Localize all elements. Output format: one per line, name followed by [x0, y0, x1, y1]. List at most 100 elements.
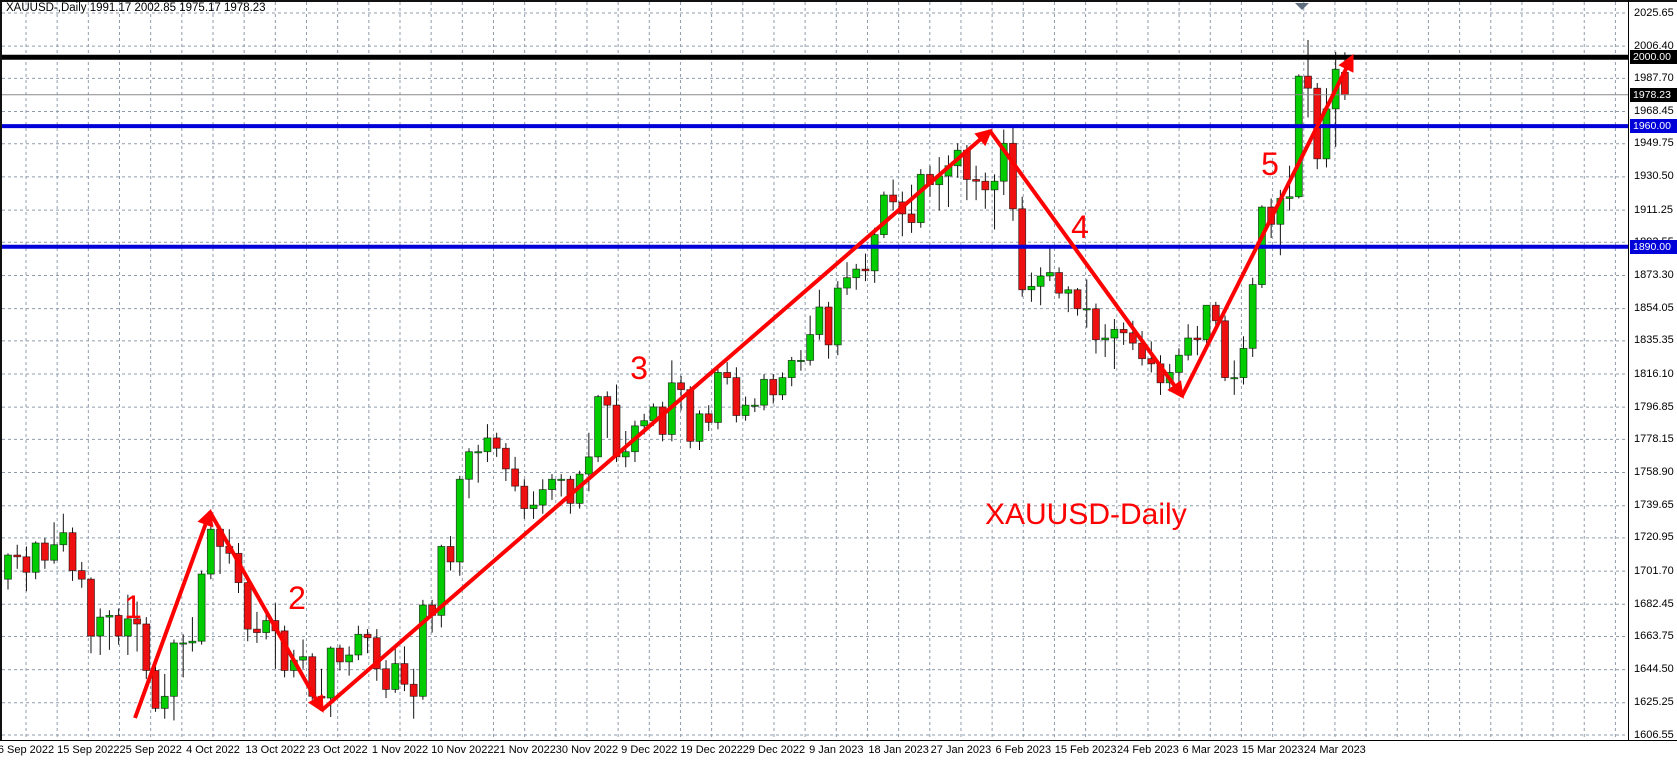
wave-label-1: 1: [124, 589, 142, 625]
price-axis-label: 1911.25: [1634, 203, 1673, 216]
candle-bear: [889, 194, 898, 203]
candle-bull: [197, 573, 206, 642]
candle-bear: [612, 404, 621, 458]
candle-bull: [160, 695, 169, 709]
candle-bull: [1248, 284, 1257, 349]
wave-segment-1[interactable]: [133, 508, 214, 719]
candle-bull: [760, 378, 768, 406]
candle-bear: [824, 306, 833, 346]
candle-bear: [1221, 320, 1229, 379]
candle-bull: [594, 396, 602, 458]
candle-bull: [1110, 328, 1119, 339]
wave-segment-2[interactable]: [208, 511, 324, 713]
candle-bull: [1230, 377, 1239, 380]
candle-bull: [797, 359, 805, 362]
candle-bull: [750, 404, 759, 407]
price-axis-separator: [1628, 0, 1629, 741]
candle-bull: [870, 234, 879, 272]
chart-shift-marker[interactable]: [1295, 3, 1309, 10]
price-axis-label: 1720.95: [1634, 531, 1674, 544]
window-top-border: [0, 0, 1677, 2]
candle-bull: [96, 616, 105, 637]
date-axis-label: 6 Sep 2022: [0, 744, 55, 756]
candle-bull: [741, 404, 750, 416]
price-axis-label: 1796.85: [1634, 400, 1674, 413]
candle-bull: [50, 544, 58, 561]
candle-bull: [354, 633, 363, 656]
candle-bear: [13, 554, 22, 558]
date-axis-label: 15 Mar 2023: [1241, 744, 1304, 756]
candle-bear: [972, 179, 980, 182]
candle-bear: [769, 378, 778, 396]
candle-bear: [603, 396, 612, 406]
candle-bull: [1175, 354, 1183, 373]
candle-bear: [1055, 272, 1063, 294]
date-axis-label: 24 Feb 2023: [1117, 744, 1179, 756]
candle-bear: [446, 546, 455, 563]
candle-bull: [465, 451, 473, 480]
candle-bear: [336, 647, 344, 663]
date-axis-label: 19 Dec 2022: [680, 744, 743, 756]
candle-bear: [40, 542, 49, 561]
wave-segment-5[interactable]: [1180, 53, 1354, 397]
candle-bear: [907, 213, 916, 223]
candle-bear: [142, 623, 151, 671]
candle-bear: [1018, 208, 1027, 291]
candle-bull: [1036, 275, 1045, 287]
candle-bear: [677, 382, 685, 391]
candle-bear: [22, 556, 31, 573]
price-badge-1960.00: 1960.00: [1630, 119, 1677, 134]
candle-bull: [4, 554, 12, 580]
candle-bull: [1082, 308, 1091, 311]
price-axis-label: 1625.25: [1634, 696, 1674, 709]
candle-bull: [548, 478, 556, 490]
price-axis-label: 1739.65: [1634, 499, 1674, 512]
candle-bull: [557, 478, 566, 481]
candle-bull: [391, 663, 400, 690]
candle-bear: [87, 578, 95, 637]
wave-label-5: 5: [1261, 146, 1279, 182]
wave-label-4: 4: [1071, 209, 1089, 245]
candle-bull: [806, 334, 815, 361]
price-axis-label: 1968.45: [1634, 105, 1674, 118]
candle-bear: [1193, 337, 1202, 341]
candle-bear: [1009, 142, 1017, 210]
price-axis-label: 2006.40: [1634, 39, 1674, 52]
candle-bull: [483, 437, 492, 453]
watermark-text: XAUUSD-Daily: [985, 498, 1187, 531]
candle-bull: [1184, 337, 1193, 356]
candle-bull: [188, 640, 197, 644]
candle-bull: [170, 642, 178, 697]
candle-bear: [1304, 75, 1312, 89]
candle-bear: [77, 570, 86, 580]
price-badge-1890.00: 1890.00: [1630, 239, 1677, 254]
candle-bull: [843, 277, 851, 289]
candle-bull: [1285, 196, 1294, 199]
candle-bear: [511, 468, 520, 487]
candle-bull: [529, 504, 538, 509]
price-axis-label: 1644.50: [1634, 663, 1674, 676]
candle-bear: [409, 683, 418, 697]
candle-bear: [114, 614, 123, 637]
date-axis-label: 15 Feb 2023: [1054, 744, 1117, 756]
price-axis-label: 1682.45: [1634, 597, 1674, 610]
price-axis-label: 1758.90: [1634, 466, 1674, 479]
date-axis-label: 18 Jan 2023: [868, 744, 929, 756]
candle-bear: [732, 377, 741, 416]
date-axis-label: 27 Jan 2023: [930, 744, 992, 756]
date-axis-label: 13 Oct 2022: [245, 744, 306, 756]
date-axis-label: 25 Sep 2022: [119, 744, 182, 756]
wave-segment-4[interactable]: [988, 129, 1184, 399]
candle-bear: [1211, 304, 1220, 322]
date-axis[interactable]: 6 Sep 2022 15 Sep 2022 25 Sep 2022 4 Oct 20…: [0, 741, 1677, 762]
candle-bull: [123, 618, 132, 637]
elliott-wave-trendlines[interactable]: 1 2 3 4 5 XAUUSD-Daily: [124, 53, 1354, 719]
price-axis[interactable]: 2025.65 2006.40 1987.70 1968.45 1949.75 1930.…: [1629, 0, 1677, 741]
candle-bull: [833, 287, 842, 346]
horizontal-line-objects[interactable]: [2, 54, 1628, 249]
candle-bull: [418, 604, 427, 697]
wave-segment-3[interactable]: [320, 128, 993, 712]
candle-bull: [584, 456, 593, 475]
